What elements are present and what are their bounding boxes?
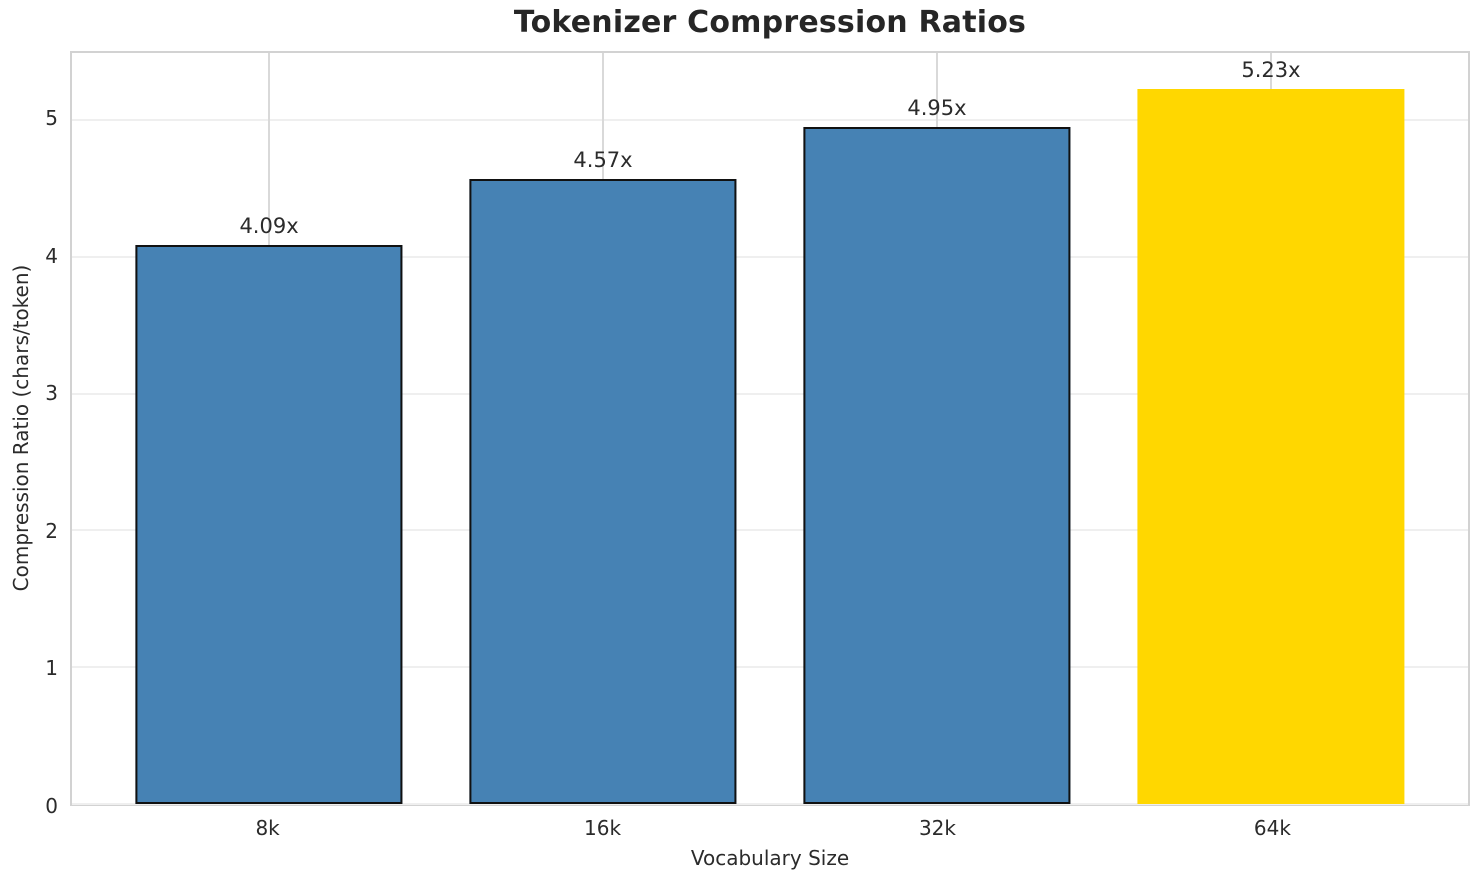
x-tick-label-16k: 16k xyxy=(584,816,622,840)
bar-value-label: 4.95x xyxy=(907,95,967,120)
gridline-horizontal xyxy=(72,803,1468,805)
bar-64k xyxy=(1137,88,1405,804)
bar-value-label: 5.23x xyxy=(1241,57,1301,82)
plot-area: 4.09x 4.57x 4.95x 5.23x xyxy=(70,51,1470,806)
y-tick-label: 0 xyxy=(45,794,58,818)
y-tick-label: 5 xyxy=(45,106,58,131)
x-tick-label-64k: 64k xyxy=(1253,816,1291,840)
x-tick-label-8k: 8k xyxy=(255,816,280,840)
gridline-horizontal xyxy=(72,666,1468,669)
bar-32k xyxy=(803,126,1071,804)
y-tick-label: 3 xyxy=(45,381,58,406)
bar-value-label: 4.09x xyxy=(239,213,299,238)
bar-value-label: 4.57x xyxy=(573,147,633,172)
gridline-horizontal xyxy=(72,529,1468,532)
bar-16k xyxy=(469,178,737,804)
gridline-horizontal xyxy=(72,255,1468,258)
y-axis-ticks: 0 1 2 3 4 5 xyxy=(0,51,58,818)
y-tick-label: 1 xyxy=(45,656,58,681)
y-tick-label: 4 xyxy=(45,243,58,268)
gridline-horizontal xyxy=(72,392,1468,395)
x-axis-ticks: 8k 16k 32k 64k xyxy=(70,816,1470,844)
y-tick-label: 2 xyxy=(45,518,58,543)
bar-8k xyxy=(135,244,403,804)
x-tick-label-32k: 32k xyxy=(918,816,956,840)
chart-title: Tokenizer Compression Ratios xyxy=(513,5,1027,40)
x-axis-label: Vocabulary Size xyxy=(690,846,850,870)
gridline-horizontal xyxy=(72,119,1468,122)
